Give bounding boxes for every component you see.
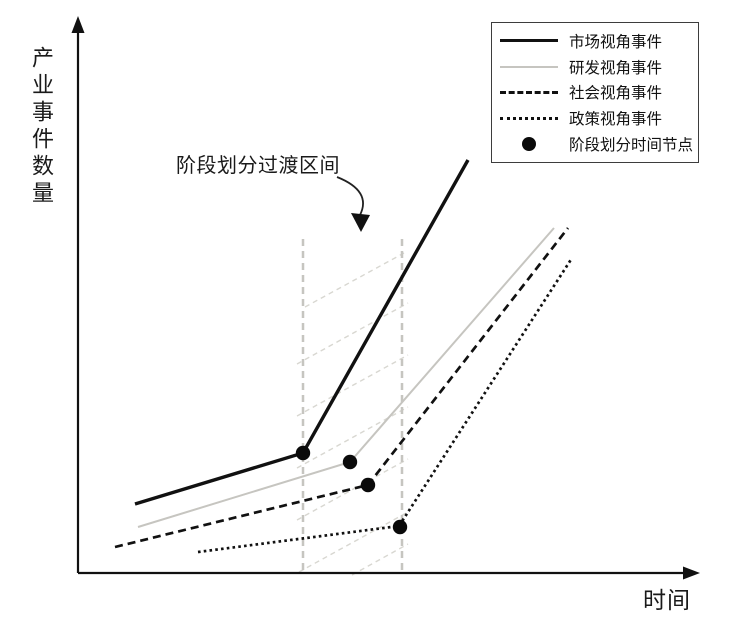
dashed-line-swatch [500, 90, 558, 94]
hatch-line [351, 543, 409, 576]
series-policy-line [197, 257, 574, 554]
legend-item-rnd: 研发视角事件 [498, 55, 694, 79]
hatch-line [298, 511, 409, 573]
hatch-line [296, 458, 409, 521]
legend: 市场视角事件 研发视角事件 社会视角事件 政策视角事件 阶段划分时间节点 [491, 22, 699, 163]
legend-item-label: 政策视角事件 [569, 111, 663, 129]
legend-item-label: 研发视角事件 [569, 59, 663, 77]
hatch-line [296, 302, 409, 365]
hatch-line [296, 406, 409, 469]
annotation-arrowhead [351, 213, 370, 232]
legend-item-policy: 政策视角事件 [498, 106, 694, 130]
dotted-line-swatch [500, 116, 558, 120]
x-axis-arrowhead [683, 566, 700, 580]
annotation-label: 阶段划分过渡区间 [176, 155, 340, 177]
annotation-arrow [336, 176, 364, 216]
legend-item-label: 社会视角事件 [569, 85, 663, 103]
phase-node-dot [360, 477, 376, 493]
legend-item-label: 市场视角事件 [569, 33, 663, 51]
legend-item-social: 社会视角事件 [498, 80, 694, 104]
solid-black-line-swatch [500, 39, 558, 43]
phase-node-dot-swatch [522, 137, 536, 152]
phase-node-dot [295, 445, 311, 461]
y-axis-arrowhead [71, 16, 85, 33]
phase-node-dot [342, 454, 358, 470]
phase-node-dot [392, 519, 408, 535]
x-axis-label: 时间 [643, 587, 691, 613]
legend-item-market: 市场视角事件 [498, 29, 694, 53]
legend-item-label: 阶段划分时间节点 [569, 137, 694, 155]
hatch-line [296, 354, 409, 417]
y-axis-label: 产业事件数量 [29, 46, 54, 208]
solid-gray-line-swatch [500, 65, 558, 68]
hatch-line [304, 252, 405, 308]
legend-item-phase-node: 阶段划分时间节点 [498, 132, 694, 156]
